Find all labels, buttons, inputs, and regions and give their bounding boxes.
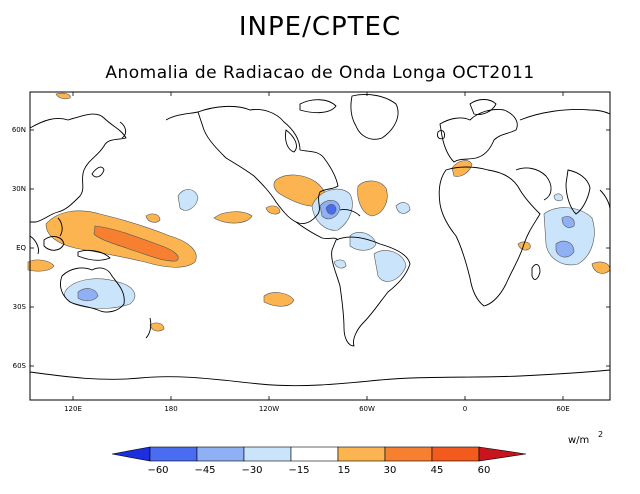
coastline-philippines [57,217,63,237]
coastline-asia [29,113,127,223]
coastline-sumatra [29,235,39,255]
coastline-newguinea [77,249,111,261]
lon-label: 120E [64,405,82,413]
lat-label: EQ [16,244,26,252]
map-subtitle: Anomalia de Radiacao de Onda Longa OCT20… [105,63,535,83]
anomaly-negative-npacific [177,189,199,211]
lat-label: 30N [12,185,26,193]
anomaly-positive-patch [517,241,531,251]
map-frame [29,91,611,401]
anomaly-positive-patch [149,322,165,332]
anomaly-positive-patch [265,205,281,215]
colorbar-segment [431,446,480,462]
colorbar-label: −45 [194,465,215,476]
coastline-japan [91,166,105,178]
colorbar-segment [478,446,527,462]
coastline-middleeast [515,167,552,201]
anomaly-negative-patch [333,259,347,269]
anomaly-positive-patch [145,213,161,223]
anomaly-positive-iberia [451,160,473,177]
anomaly-negative-australia-core [77,288,99,302]
anomaly-positive-patch [55,92,71,100]
anomaly-negative-patch [395,202,411,214]
coastline-kamchatka [119,121,127,139]
coastline-australia [59,267,125,313]
coastline-india [565,169,591,215]
colorbar-unit: w/m [568,435,589,446]
anomaly-positive-pacific-south [263,292,295,307]
map-title: INPE/CPTEC [238,12,402,42]
colorbar-segment [111,446,151,462]
colorbar-segment [337,446,386,462]
lon-label: 60W [359,405,375,413]
coastline-europe [439,109,518,163]
anomaly-layer [27,92,611,332]
anomaly-negative-samerica [373,250,407,282]
anomaly-positive-atlantic [357,180,388,217]
lon-label: 180 [164,405,177,413]
anomaly-positive-patch [213,211,253,224]
coastline-britain [437,129,445,140]
lat-label: 60S [13,362,27,370]
colorbar-labels: −60 −45 −30 −15 15 30 45 60 [147,465,490,476]
lon-label: 0 [463,405,467,413]
colorbar-label: 60 [478,465,491,476]
coastline-greenland [350,93,399,140]
coastline-arctic-islands [299,99,337,114]
colorbar-label: −15 [288,465,309,476]
colorbar-label: −30 [241,465,262,476]
map-ticks [30,92,610,400]
anomaly-negative-samerica [349,232,377,251]
colorbar-label: −60 [147,465,168,476]
anomaly-negative-patch [553,193,563,202]
lon-label: 60E [556,405,569,413]
lat-label: 60N [12,126,26,134]
colorbar-label: 30 [384,465,397,476]
coastline-borneo [43,236,65,251]
coastline-antarctica [29,369,611,387]
coastline-scandinavia [469,99,497,115]
coastline-seasia [599,189,611,211]
coastline-africa [438,166,541,307]
colorbar-segment [290,446,339,462]
coastline-samerica [331,236,411,347]
colorbar-label: 15 [338,465,351,476]
anomaly-negative-indian-mid [555,240,575,258]
coastline-hudson [285,129,297,153]
anomaly-positive-patch [591,261,611,274]
coastline-cuba [339,209,361,217]
lon-label: 120W [259,405,279,413]
lat-label: 30S [13,303,27,311]
colorbar-segment [196,446,245,462]
colorbar-segment [149,446,198,462]
colorbar-segment [243,446,292,462]
anomaly-negative-indian-mid [561,216,575,228]
colorbar-unit-exponent: 2 [598,430,603,439]
colorbar-label: 45 [431,465,444,476]
coastline-camerica [295,221,339,241]
anomaly-positive-patch [27,259,55,272]
coastline-alaska [165,111,199,121]
coastline-asia-north [519,109,611,121]
anomaly-negative-caribbean-core [325,204,337,215]
coastline-namerica [197,105,339,225]
anomaly-positive-wpacific-core [93,225,179,262]
coastline-madagascar [531,264,541,280]
colorbar-segment [384,446,433,462]
colorbar [111,446,527,462]
coastline-nz [145,317,152,339]
